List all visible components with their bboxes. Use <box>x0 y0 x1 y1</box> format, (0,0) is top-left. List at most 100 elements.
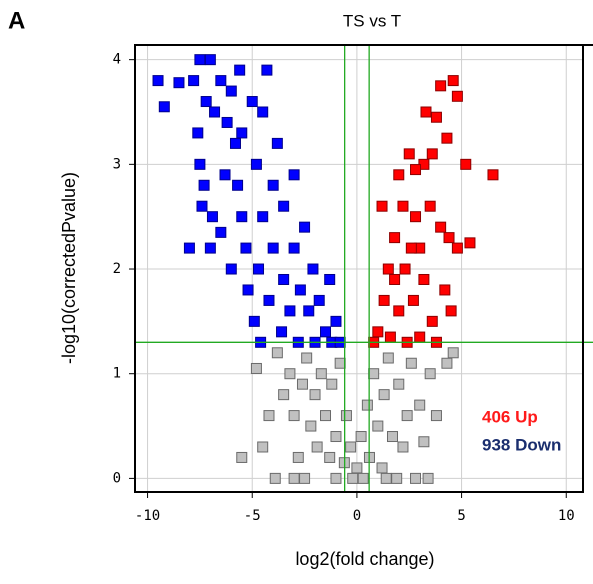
point <box>422 472 434 484</box>
point <box>357 472 369 484</box>
point <box>324 451 336 463</box>
point <box>372 326 384 338</box>
point <box>426 148 438 160</box>
point <box>152 75 164 87</box>
point <box>330 431 342 443</box>
point <box>372 420 384 432</box>
point <box>269 472 281 484</box>
point <box>439 284 451 296</box>
point <box>246 96 258 108</box>
point <box>376 462 388 474</box>
y-tick-label: 3 <box>113 156 121 172</box>
point <box>236 451 248 463</box>
point <box>288 242 300 254</box>
point <box>334 357 346 369</box>
point <box>320 326 332 338</box>
panel-label: A <box>8 7 25 34</box>
point <box>194 158 206 170</box>
point <box>378 389 390 401</box>
point <box>418 273 430 285</box>
point <box>200 96 212 108</box>
point <box>271 347 283 359</box>
point <box>424 368 436 380</box>
point <box>284 305 296 317</box>
point <box>301 352 313 364</box>
point <box>487 169 499 181</box>
point <box>391 472 403 484</box>
point <box>267 242 279 254</box>
point <box>347 472 359 484</box>
point <box>418 436 430 448</box>
chart-title: TS vs T <box>343 11 401 30</box>
point <box>368 368 380 380</box>
point <box>209 106 221 118</box>
point <box>403 148 415 160</box>
point <box>397 200 409 212</box>
point <box>386 431 398 443</box>
point <box>382 352 394 364</box>
point <box>204 242 216 254</box>
point <box>405 242 417 254</box>
point <box>158 101 170 113</box>
point <box>351 462 363 474</box>
point <box>292 451 304 463</box>
axis-frame <box>134 44 593 493</box>
point <box>361 399 373 411</box>
plot-area <box>135 45 583 492</box>
point <box>389 232 401 244</box>
x-tick-label: -10 <box>135 508 160 524</box>
point <box>340 410 352 422</box>
y-tick-label: 2 <box>113 261 121 277</box>
point <box>378 294 390 306</box>
point <box>330 472 342 484</box>
point <box>234 64 246 76</box>
point <box>267 179 279 191</box>
point <box>430 410 442 422</box>
point <box>389 273 401 285</box>
y-axis-label: -log10(correctedPvalue) <box>59 172 79 364</box>
point <box>263 294 275 306</box>
point <box>384 331 396 343</box>
point <box>320 410 332 422</box>
point <box>253 263 265 275</box>
point <box>225 85 237 97</box>
point <box>299 221 311 233</box>
point <box>278 273 290 285</box>
y-tick-label: 1 <box>113 366 121 382</box>
y-tick-label: 0 <box>113 470 121 486</box>
point <box>299 472 311 484</box>
point <box>451 90 463 102</box>
annotation: 938 Down <box>482 435 561 454</box>
point <box>284 368 296 380</box>
y-tick-label: 4 <box>113 52 121 68</box>
x-tick-label: -5 <box>244 508 261 524</box>
point <box>196 200 208 212</box>
point <box>447 347 459 359</box>
point <box>204 54 216 66</box>
point <box>435 221 447 233</box>
point <box>309 389 321 401</box>
point <box>229 137 241 149</box>
point <box>183 242 195 254</box>
point <box>376 200 388 212</box>
annotation: 406 Up <box>482 407 538 426</box>
point <box>257 211 269 223</box>
x-tick-label: 10 <box>558 508 575 524</box>
point <box>215 226 227 238</box>
point <box>397 441 409 453</box>
point <box>430 111 442 123</box>
point <box>194 54 206 66</box>
point <box>407 294 419 306</box>
x-tick-label: 0 <box>353 508 361 524</box>
point <box>324 273 336 285</box>
point <box>445 305 457 317</box>
point <box>296 378 308 390</box>
point <box>257 441 269 453</box>
point <box>451 242 463 254</box>
point <box>380 472 392 484</box>
point <box>420 106 432 118</box>
point <box>232 179 244 191</box>
point <box>410 164 422 176</box>
point <box>294 284 306 296</box>
